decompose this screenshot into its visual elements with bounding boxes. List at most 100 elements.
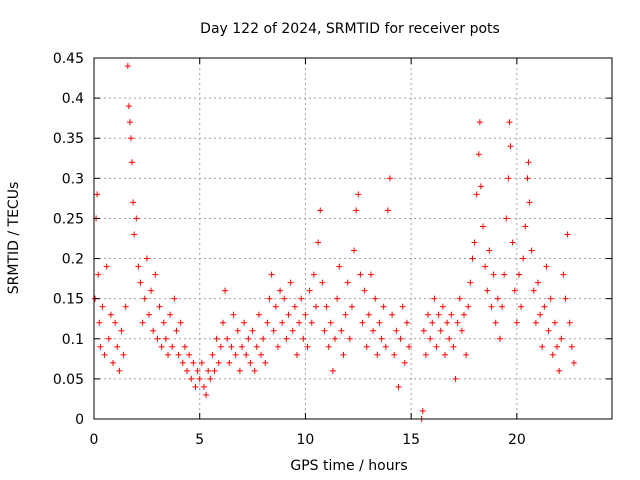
data-point — [507, 143, 514, 150]
data-point — [94, 191, 101, 198]
x-tick-label: 10 — [297, 432, 315, 448]
data-point — [361, 287, 368, 294]
data-point — [251, 367, 258, 374]
data-point — [228, 343, 235, 350]
data-point — [190, 359, 197, 366]
data-point — [310, 271, 317, 278]
y-tick-label: 0.4 — [62, 91, 84, 107]
data-point — [566, 319, 573, 326]
data-point — [306, 287, 313, 294]
data-point — [321, 327, 328, 334]
data-point — [205, 367, 212, 374]
data-point — [116, 367, 123, 374]
x-tick-label: 15 — [402, 432, 420, 448]
data-point — [219, 319, 226, 326]
data-point — [200, 383, 207, 390]
y-tick-label: 0.25 — [53, 211, 84, 227]
data-point — [260, 335, 267, 342]
data-point — [243, 351, 250, 358]
data-point — [425, 311, 432, 318]
data-point — [133, 215, 140, 222]
data-point — [525, 159, 532, 166]
data-point — [279, 319, 286, 326]
data-point — [277, 287, 284, 294]
data-point — [461, 311, 467, 318]
data-point — [156, 303, 163, 310]
data-point — [376, 319, 383, 326]
data-point — [234, 327, 241, 334]
data-point — [570, 359, 577, 366]
data-point — [120, 351, 127, 358]
data-point — [441, 351, 448, 358]
data-point — [490, 271, 497, 278]
y-tick-label: 0.3 — [62, 171, 84, 187]
data-point — [551, 319, 558, 326]
data-point — [367, 271, 374, 278]
data-point — [298, 295, 305, 302]
data-point — [249, 327, 256, 334]
data-point — [427, 335, 434, 342]
data-point — [387, 175, 393, 182]
data-point — [262, 359, 269, 366]
data-points — [92, 63, 577, 422]
data-point — [528, 247, 535, 254]
data-point — [171, 295, 178, 302]
data-point — [101, 351, 108, 358]
data-point — [125, 103, 132, 110]
data-point — [476, 119, 483, 126]
data-point — [435, 311, 442, 318]
grid-lines — [94, 58, 612, 419]
data-point — [285, 311, 292, 318]
data-point — [522, 223, 529, 230]
data-point — [506, 119, 513, 126]
data-point — [482, 263, 489, 270]
data-point — [207, 375, 214, 382]
data-point — [547, 295, 554, 302]
data-point — [382, 343, 389, 350]
data-point — [137, 279, 144, 286]
data-point — [268, 271, 275, 278]
data-point — [494, 295, 501, 302]
data-point — [452, 375, 459, 382]
data-point — [471, 239, 478, 246]
data-point — [355, 191, 362, 198]
data-point — [338, 327, 345, 334]
data-point — [118, 327, 125, 334]
y-axis-label: SRMTID / TECUs — [6, 182, 22, 295]
data-point — [319, 279, 326, 286]
data-point — [188, 375, 195, 382]
data-point — [217, 343, 224, 350]
data-point — [541, 303, 548, 310]
x-tick-label: 5 — [195, 432, 204, 448]
data-point — [530, 287, 537, 294]
data-point — [342, 311, 349, 318]
x-tick-label: 20 — [508, 432, 526, 448]
data-point — [357, 271, 364, 278]
data-point — [130, 199, 137, 206]
data-point — [488, 303, 495, 310]
data-point — [215, 359, 222, 366]
data-point — [422, 351, 429, 358]
y-tick-label: 0.45 — [53, 51, 84, 67]
data-point — [370, 327, 377, 334]
data-point — [287, 279, 294, 286]
data-point — [372, 295, 379, 302]
data-point — [554, 343, 561, 350]
data-point — [509, 239, 516, 246]
data-point — [344, 279, 351, 286]
data-point — [150, 327, 157, 334]
data-point — [526, 199, 533, 206]
data-point — [258, 351, 265, 358]
data-point — [499, 303, 506, 310]
data-point — [124, 63, 131, 70]
data-point — [365, 311, 372, 318]
data-point — [420, 327, 427, 334]
data-point — [139, 319, 146, 326]
data-point — [304, 343, 311, 350]
data-point — [222, 287, 229, 294]
data-point — [281, 295, 288, 302]
data-point — [213, 335, 220, 342]
data-point — [194, 367, 201, 374]
data-point — [486, 247, 493, 254]
data-point — [135, 263, 142, 270]
